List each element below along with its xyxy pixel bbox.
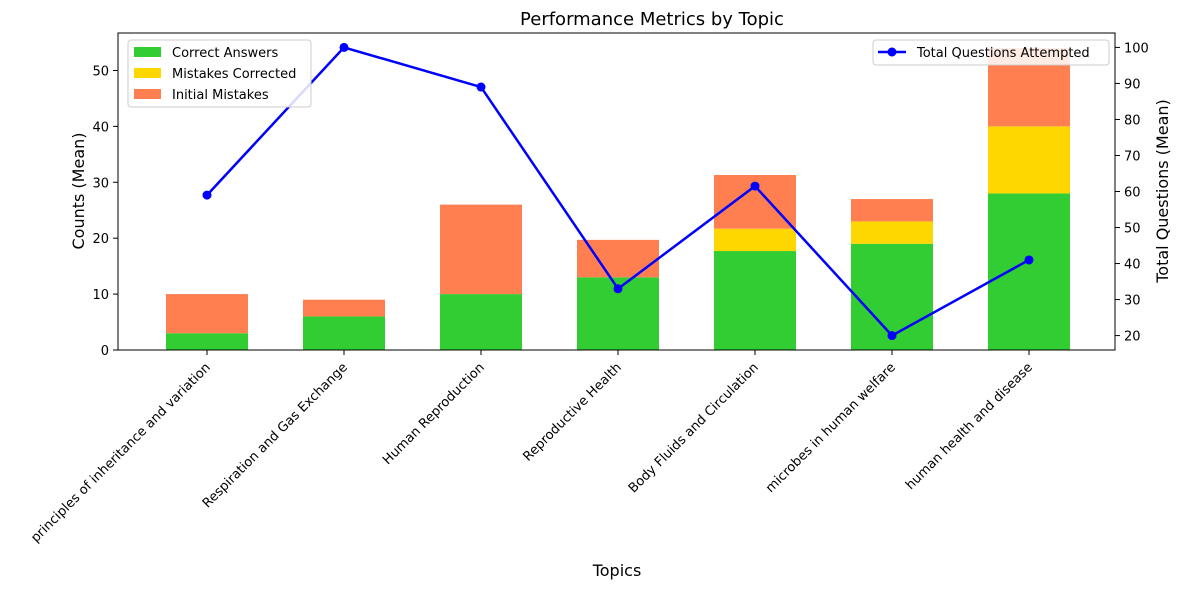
x-tick-label: Reproductive Health — [520, 360, 624, 464]
bar-initial-mistakes — [440, 204, 522, 295]
legend-swatch — [134, 47, 161, 57]
bar-mistakes-corrected — [851, 221, 933, 244]
legend-box — [127, 39, 312, 108]
x-tick-label: Body Fluids and Circulation — [626, 360, 762, 496]
y2-tick-label: 60 — [1124, 186, 1141, 201]
y2-axis-label: Total Questions (Mean) — [1153, 99, 1172, 284]
y2-tick-label: 20 — [1124, 330, 1141, 345]
line-point — [750, 181, 760, 191]
bar-correct-answers — [714, 251, 796, 350]
y-axis-label: Counts (Mean) — [69, 132, 88, 249]
chart-title: Performance Metrics by Topic — [520, 9, 784, 30]
legend-label: Initial Mistakes — [172, 88, 269, 103]
line-point — [202, 190, 212, 200]
legend-box — [872, 39, 1110, 66]
y2-tick-label: 50 — [1124, 222, 1141, 237]
bar-correct-answers — [988, 193, 1070, 350]
bar-initial-mistakes — [577, 239, 659, 278]
legend-left: Correct Answers Mistakes Corrected Initial… — [127, 39, 312, 108]
legend-swatch — [134, 68, 161, 78]
legend-marker — [887, 47, 897, 57]
y-tick-label: 40 — [92, 120, 109, 135]
bar-initial-mistakes — [303, 299, 385, 317]
legend-label: Total Questions Attempted — [916, 46, 1090, 61]
y-tick-label: 30 — [92, 176, 109, 191]
x-tick-label: human health and disease — [903, 360, 1036, 493]
bar-mistakes-corrected — [714, 228, 796, 252]
y-tick-label: 10 — [92, 288, 109, 303]
y-tick-label: 20 — [92, 232, 109, 247]
line-point — [613, 284, 623, 294]
x-tick-label: Human Reproduction — [380, 360, 488, 468]
bar-correct-answers — [440, 294, 522, 350]
line-point — [339, 42, 349, 52]
y2-tick-label: 80 — [1124, 113, 1141, 128]
bar-correct-answers — [166, 333, 248, 350]
line-point — [1024, 255, 1034, 265]
x-tick-label: microbes in human welfare — [763, 360, 899, 496]
y2-tick-label: 100 — [1124, 41, 1149, 56]
y2-tick-label: 30 — [1124, 294, 1141, 309]
line-point — [887, 331, 897, 341]
x-tick-label: principles of inheritance and variation — [28, 360, 214, 546]
y-tick-label: 0 — [101, 344, 109, 359]
x-tick-label: Respiration and Gas Exchange — [200, 360, 351, 511]
legend-swatch — [134, 89, 161, 99]
y2-tick-label: 70 — [1124, 149, 1141, 164]
legend-right: Total Questions Attempted — [872, 39, 1110, 66]
legend-label: Correct Answers — [172, 46, 278, 61]
y2-tick-label: 90 — [1124, 77, 1141, 92]
legend-label: Mistakes Corrected — [172, 67, 296, 82]
line-point — [476, 82, 486, 92]
bar-initial-mistakes — [851, 199, 933, 222]
bar-mistakes-corrected — [988, 126, 1070, 194]
y-tick-label: 50 — [92, 64, 109, 79]
bar-correct-answers — [303, 316, 385, 350]
x-axis-label: Topics — [592, 561, 642, 580]
y2-tick-label: 40 — [1124, 258, 1141, 273]
bar-initial-mistakes — [166, 294, 248, 334]
